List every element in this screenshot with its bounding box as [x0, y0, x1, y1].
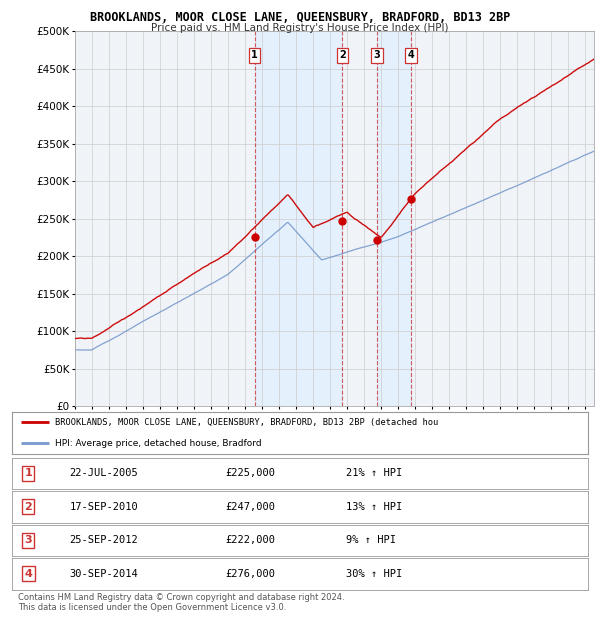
Text: 3: 3: [25, 535, 32, 546]
Text: 30-SEP-2014: 30-SEP-2014: [70, 569, 139, 579]
Text: 22-JUL-2005: 22-JUL-2005: [70, 468, 139, 479]
Bar: [377, 31, 411, 406]
Bar: [254, 31, 343, 406]
Text: BROOKLANDS, MOOR CLOSE LANE, QUEENSBURY, BRADFORD, BD13 2BP (detached hou: BROOKLANDS, MOOR CLOSE LANE, QUEENSBURY,…: [55, 418, 439, 427]
Text: 4: 4: [407, 50, 415, 60]
Text: £247,000: £247,000: [225, 502, 275, 512]
Text: 4: 4: [24, 569, 32, 579]
Text: 21% ↑ HPI: 21% ↑ HPI: [346, 468, 403, 479]
Text: 3: 3: [373, 50, 380, 60]
Text: 2: 2: [339, 50, 346, 60]
Text: 30% ↑ HPI: 30% ↑ HPI: [346, 569, 403, 579]
Text: Contains HM Land Registry data © Crown copyright and database right 2024.
This d: Contains HM Land Registry data © Crown c…: [18, 593, 344, 612]
Text: 13% ↑ HPI: 13% ↑ HPI: [346, 502, 403, 512]
Text: BROOKLANDS, MOOR CLOSE LANE, QUEENSBURY, BRADFORD, BD13 2BP: BROOKLANDS, MOOR CLOSE LANE, QUEENSBURY,…: [90, 11, 510, 24]
Text: £225,000: £225,000: [225, 468, 275, 479]
Text: 25-SEP-2012: 25-SEP-2012: [70, 535, 139, 546]
Text: 1: 1: [24, 468, 32, 479]
Text: 2: 2: [24, 502, 32, 512]
Text: Price paid vs. HM Land Registry's House Price Index (HPI): Price paid vs. HM Land Registry's House …: [151, 23, 449, 33]
Text: £222,000: £222,000: [225, 535, 275, 546]
Text: HPI: Average price, detached house, Bradford: HPI: Average price, detached house, Brad…: [55, 439, 262, 448]
Text: 17-SEP-2010: 17-SEP-2010: [70, 502, 139, 512]
Text: £276,000: £276,000: [225, 569, 275, 579]
Text: 1: 1: [251, 50, 258, 60]
Text: 9% ↑ HPI: 9% ↑ HPI: [346, 535, 396, 546]
